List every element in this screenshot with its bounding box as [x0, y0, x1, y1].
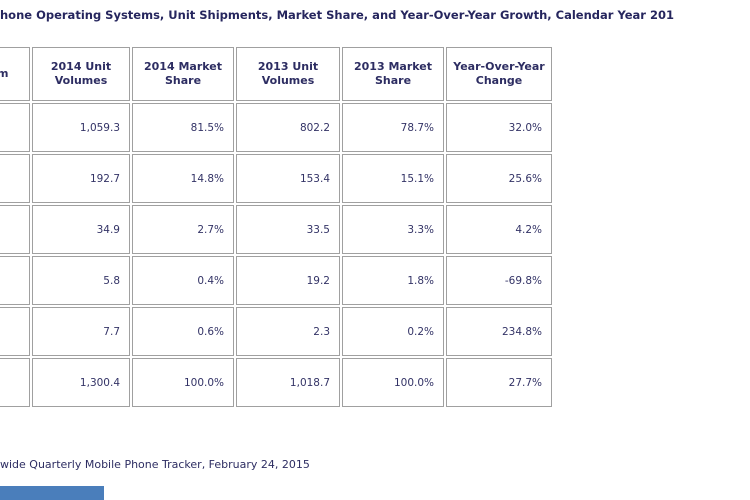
- table-row: 192.7 14.8% 153.4 15.1% 25.6%: [0, 154, 552, 203]
- table-cell: 81.5%: [132, 103, 234, 152]
- table-cell: 4.2%: [446, 205, 552, 254]
- table-row: 1,059.3 81.5% 802.2 78.7% 32.0%: [0, 103, 552, 152]
- table-cell: 2.3: [236, 307, 340, 356]
- table-cell-clipped: [0, 307, 30, 356]
- table-cell: 0.2%: [342, 307, 444, 356]
- table-cell: 33.5: [236, 205, 340, 254]
- source-caption: wide Quarterly Mobile Phone Tracker, Feb…: [0, 458, 310, 471]
- col-header-yoy-change: Year-Over-Year Change: [446, 47, 552, 101]
- table-cell: 1.8%: [342, 256, 444, 305]
- table-cell: 19.2: [236, 256, 340, 305]
- table-row: 5.8 0.4% 19.2 1.8% -69.8%: [0, 256, 552, 305]
- table-cell: 1,059.3: [32, 103, 130, 152]
- table-cell: 78.7%: [342, 103, 444, 152]
- table-cell: 15.1%: [342, 154, 444, 203]
- table-cell-clipped: [0, 358, 30, 407]
- table-cell: 234.8%: [446, 307, 552, 356]
- table-cell: 7.7: [32, 307, 130, 356]
- table-row: 34.9 2.7% 33.5 3.3% 4.2%: [0, 205, 552, 254]
- col-header-2013-unit-volumes: 2013 Unit Volumes: [236, 47, 340, 101]
- table-cell: 27.7%: [446, 358, 552, 407]
- header-row: m 2014 Unit Volumes 2014 Market Share 20…: [0, 47, 552, 101]
- col-header-2014-market-share: 2014 Market Share: [132, 47, 234, 101]
- table-cell: 32.0%: [446, 103, 552, 152]
- table-cell: 2.7%: [132, 205, 234, 254]
- table-title: hone Operating Systems, Unit Shipments, …: [0, 8, 674, 22]
- col-header-clipped: m: [0, 47, 30, 101]
- table-cell: 802.2: [236, 103, 340, 152]
- table-cell: 100.0%: [342, 358, 444, 407]
- table-cell: 0.4%: [132, 256, 234, 305]
- table-cell: 153.4: [236, 154, 340, 203]
- table-cell-clipped: [0, 154, 30, 203]
- col-header-2013-market-share: 2013 Market Share: [342, 47, 444, 101]
- table-cell: -69.8%: [446, 256, 552, 305]
- data-table: m 2014 Unit Volumes 2014 Market Share 20…: [0, 45, 554, 409]
- footer-blue-bar: [0, 486, 104, 500]
- table-row-total: 1,300.4 100.0% 1,018.7 100.0% 27.7%: [0, 358, 552, 407]
- table-cell: 34.9: [32, 205, 130, 254]
- table-cell: 3.3%: [342, 205, 444, 254]
- table-cell: 14.8%: [132, 154, 234, 203]
- table-cell: 100.0%: [132, 358, 234, 407]
- table-cell: 192.7: [32, 154, 130, 203]
- table-cell: 5.8: [32, 256, 130, 305]
- col-header-2014-unit-volumes: 2014 Unit Volumes: [32, 47, 130, 101]
- table-row: 7.7 0.6% 2.3 0.2% 234.8%: [0, 307, 552, 356]
- table-cell-clipped: [0, 103, 30, 152]
- table-cell-clipped: [0, 256, 30, 305]
- table-cell: 1,300.4: [32, 358, 130, 407]
- table-cell: 0.6%: [132, 307, 234, 356]
- table-cell: 1,018.7: [236, 358, 340, 407]
- table-cell-clipped: [0, 205, 30, 254]
- table-cell: 25.6%: [446, 154, 552, 203]
